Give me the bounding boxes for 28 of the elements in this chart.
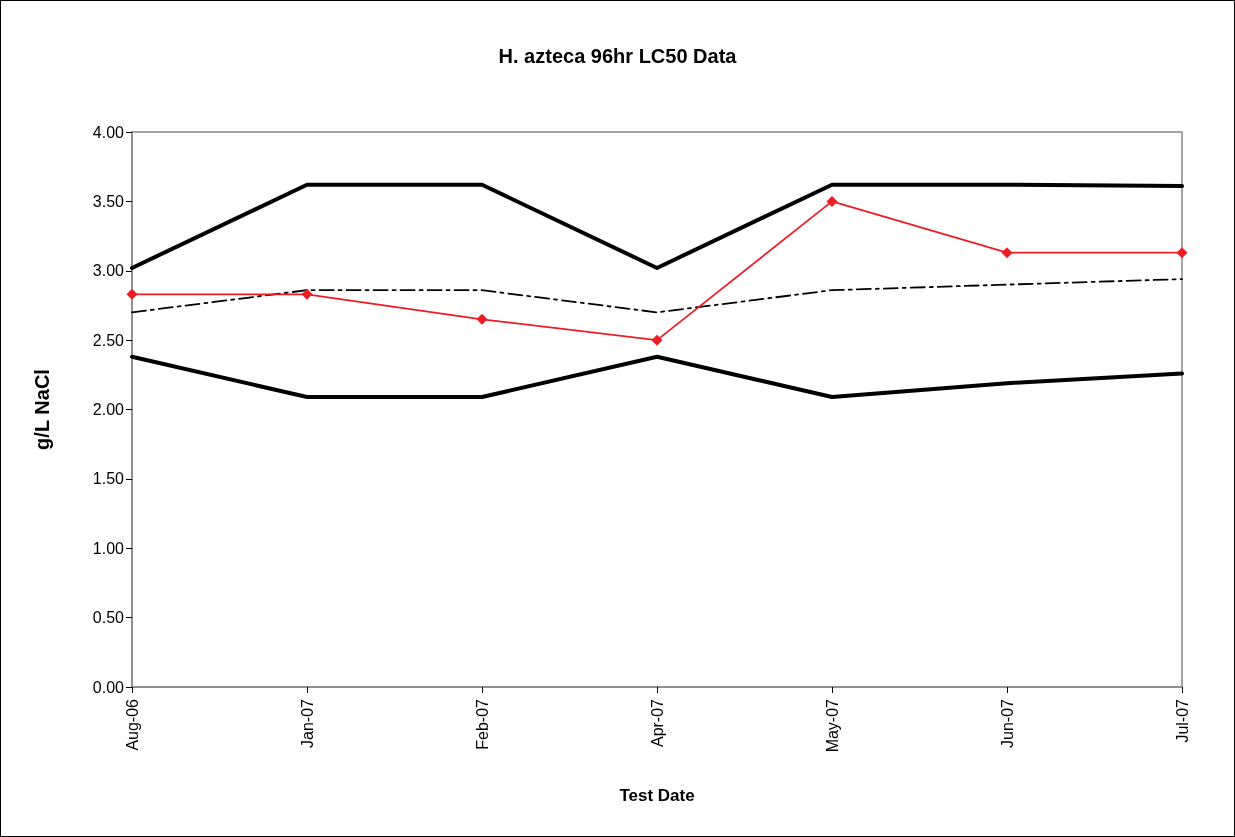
y-axis-title: g/L NaCl <box>31 369 53 450</box>
x-axis-title: Test Date <box>619 786 695 805</box>
y-tick-label: 3.00 <box>92 262 125 280</box>
x-tick-label: Apr-07 <box>648 698 666 748</box>
x-tick-label: Feb-07 <box>473 698 491 750</box>
y-tick-label: 0.50 <box>92 609 125 627</box>
point <box>1176 247 1188 259</box>
point <box>651 334 663 346</box>
x-tick-label: Jun-07 <box>998 698 1016 748</box>
y-tick-label: 0.00 <box>92 678 125 696</box>
y-tick-label: 3.50 <box>92 192 125 210</box>
line-series <box>130 354 1184 400</box>
point <box>1001 247 1013 259</box>
y-tick-label: 1.00 <box>92 539 125 557</box>
y-tick-label: 1.50 <box>92 470 125 488</box>
x-tick-label: Aug-06 <box>123 698 141 751</box>
point <box>301 288 313 300</box>
x-tick-label: Jan-07 <box>298 698 316 748</box>
point <box>826 195 838 207</box>
y-tick-label: 4.00 <box>92 123 125 141</box>
y-tick-label: 2.00 <box>92 401 125 418</box>
chart-title: H. azteca 96hr LC50 Data <box>498 45 738 67</box>
x-tick-label: Jul-07 <box>1173 698 1191 743</box>
line-series <box>131 278 1183 314</box>
point <box>126 288 138 300</box>
x-tick-label: May-07 <box>823 698 841 753</box>
y-tick-label: 2.50 <box>92 331 125 349</box>
point <box>476 313 488 325</box>
